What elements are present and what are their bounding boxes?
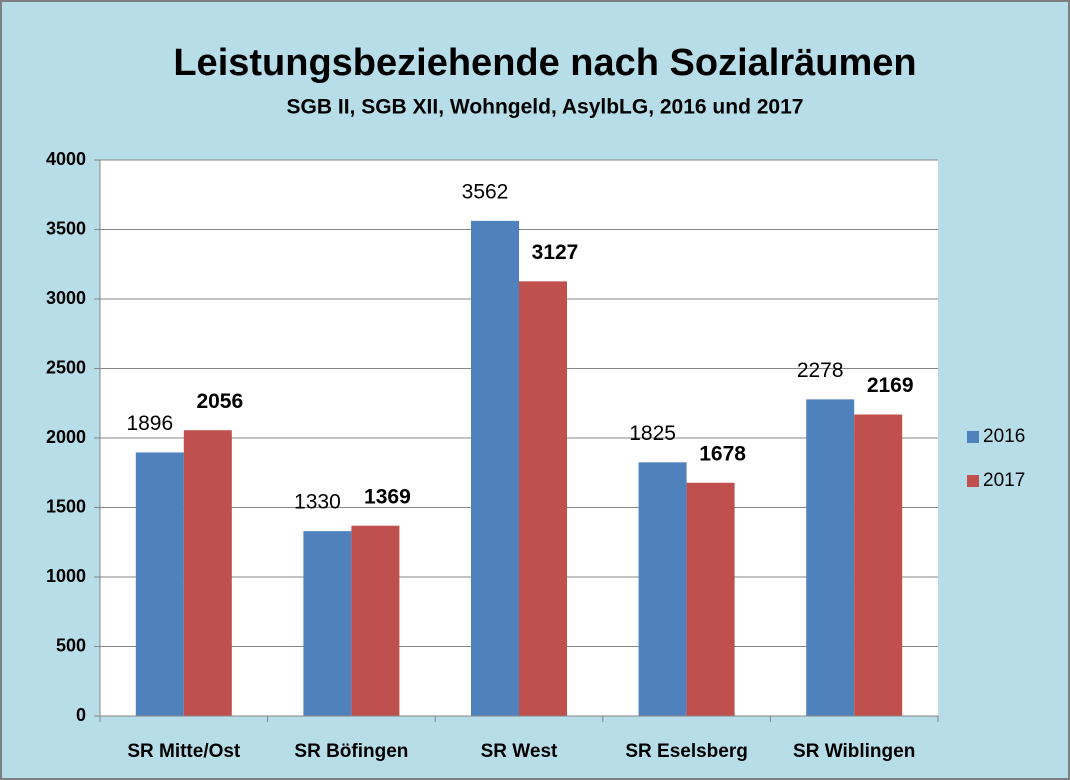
data-label: 3562 xyxy=(462,180,509,203)
bar xyxy=(303,531,352,716)
data-label: 1330 xyxy=(294,491,341,514)
y-tick-label: 500 xyxy=(56,635,86,655)
bar xyxy=(471,220,519,716)
x-tick-label: SR Böfingen xyxy=(294,741,408,762)
bar xyxy=(854,414,903,716)
y-tick-label: 4000 xyxy=(46,149,86,169)
legend-swatch xyxy=(967,475,979,487)
legend-swatch xyxy=(967,431,979,443)
data-label: 2169 xyxy=(867,374,914,397)
y-tick-label: 2500 xyxy=(46,357,86,377)
y-tick-label: 1000 xyxy=(46,566,86,586)
bar xyxy=(686,482,735,716)
bar xyxy=(351,525,400,716)
x-tick-label: SR Wiblingen xyxy=(793,741,915,762)
y-tick-label: 2000 xyxy=(46,427,86,447)
x-tick-label: SR West xyxy=(481,741,558,762)
data-label: 1825 xyxy=(629,422,676,445)
data-label: 2278 xyxy=(797,359,844,382)
data-label: 1678 xyxy=(699,442,746,465)
chart-title: Leistungsbeziehende nach Sozialräumen xyxy=(173,42,916,84)
bar xyxy=(135,452,184,716)
bar xyxy=(638,462,687,716)
data-label: 1896 xyxy=(126,412,173,435)
data-label: 1369 xyxy=(364,485,411,508)
x-tick-label: SR Mitte/Ost xyxy=(127,741,241,762)
bar xyxy=(183,430,232,716)
bar xyxy=(806,399,855,716)
chart-subtitle: SGB II, SGB XII, Wohngeld, AsylbLG, 2016… xyxy=(287,96,804,119)
y-tick-label: 3000 xyxy=(46,288,86,308)
bar xyxy=(519,281,567,716)
y-tick-label: 1500 xyxy=(46,496,86,516)
data-label: 2056 xyxy=(196,390,243,413)
y-tick-label: 3500 xyxy=(46,218,86,238)
x-tick-label: SR Eselsberg xyxy=(625,741,748,762)
legend-label: 2017 xyxy=(983,470,1025,491)
data-label: 3127 xyxy=(532,241,579,264)
y-tick-label: 0 xyxy=(76,705,86,725)
legend-label: 2016 xyxy=(983,426,1025,447)
